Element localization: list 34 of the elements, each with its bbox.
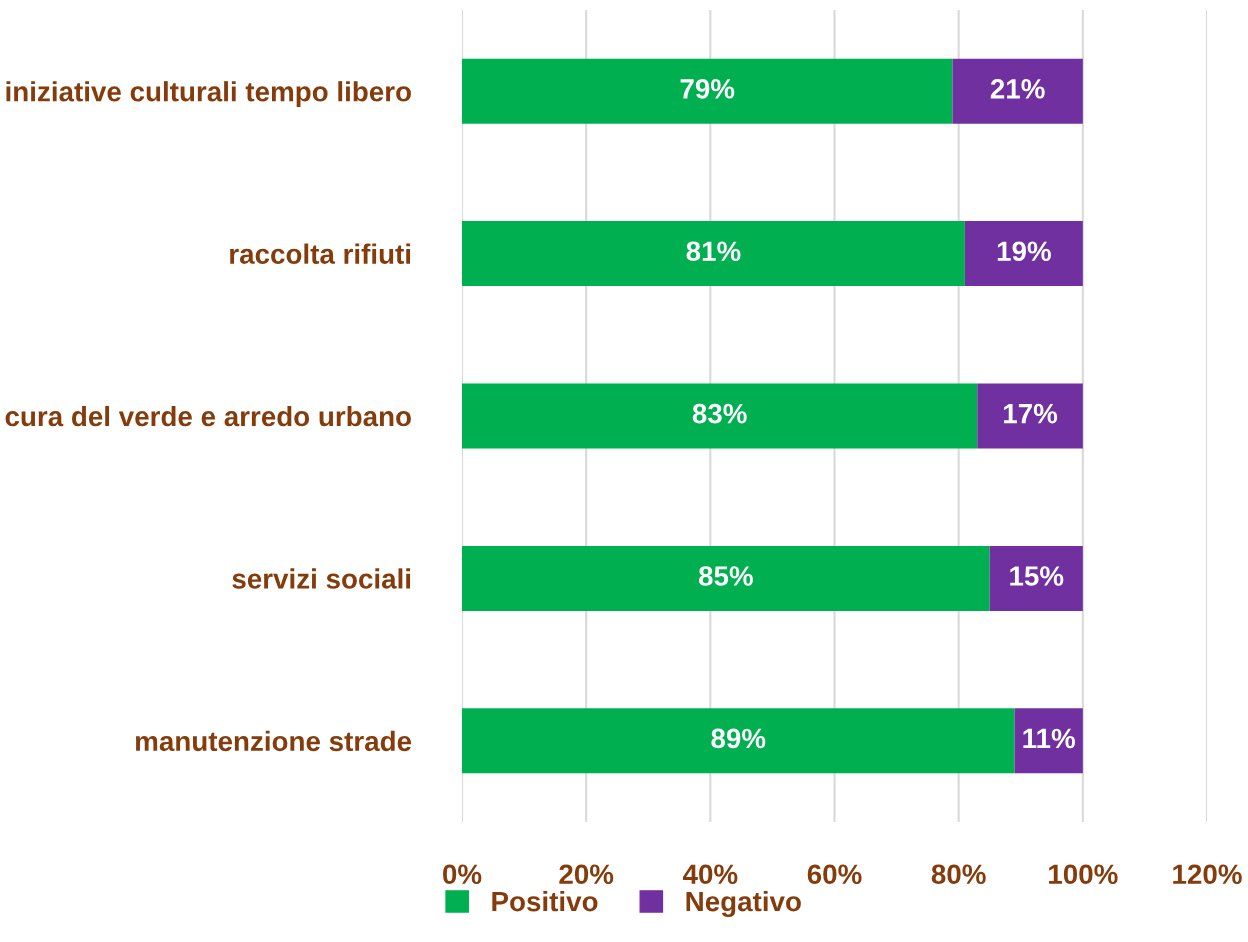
bar	[462, 58, 953, 124]
bar	[964, 221, 1083, 287]
bar	[977, 383, 1083, 449]
data-label: 15%	[1010, 566, 1064, 586]
x-tick-label: 100%	[1049, 864, 1118, 885]
x-tick-label: 80%	[931, 864, 986, 885]
bar	[462, 221, 965, 287]
data-label: 17%	[1004, 403, 1058, 424]
x-tick-label: 60%	[807, 864, 862, 885]
x-tick-label: 40%	[682, 864, 738, 885]
bar	[952, 58, 1083, 124]
x-tick-label: 20%	[559, 864, 614, 885]
data-label: 21%	[990, 78, 1045, 99]
y-tick-label: raccolta rifiuti	[230, 243, 411, 264]
bar	[462, 545, 990, 611]
x-tick-label: 120%	[1173, 864, 1242, 885]
data-label: 85%	[698, 566, 753, 586]
bar	[462, 708, 1015, 774]
legend-label: Negativo	[686, 890, 801, 917]
y-tick-label: iniziative culturali tempo libero	[6, 81, 411, 108]
bar	[462, 383, 978, 449]
data-label: 11%	[1023, 728, 1075, 749]
data-label: 83%	[692, 403, 747, 424]
x-tick-label: 0%	[443, 864, 482, 885]
data-label: 89%	[711, 728, 766, 749]
data-label: 19%	[997, 241, 1051, 262]
data-label: 81%	[686, 241, 741, 262]
legend-label: Positivo	[492, 890, 598, 912]
bar	[1014, 708, 1083, 774]
bar	[989, 545, 1083, 611]
y-tick-label: servizi sociali	[232, 568, 411, 589]
y-tick-label: cura del verde e arredo urbano	[5, 405, 411, 427]
data-label: 79%	[680, 78, 735, 99]
y-tick-label: manutenzione strade	[136, 730, 412, 752]
